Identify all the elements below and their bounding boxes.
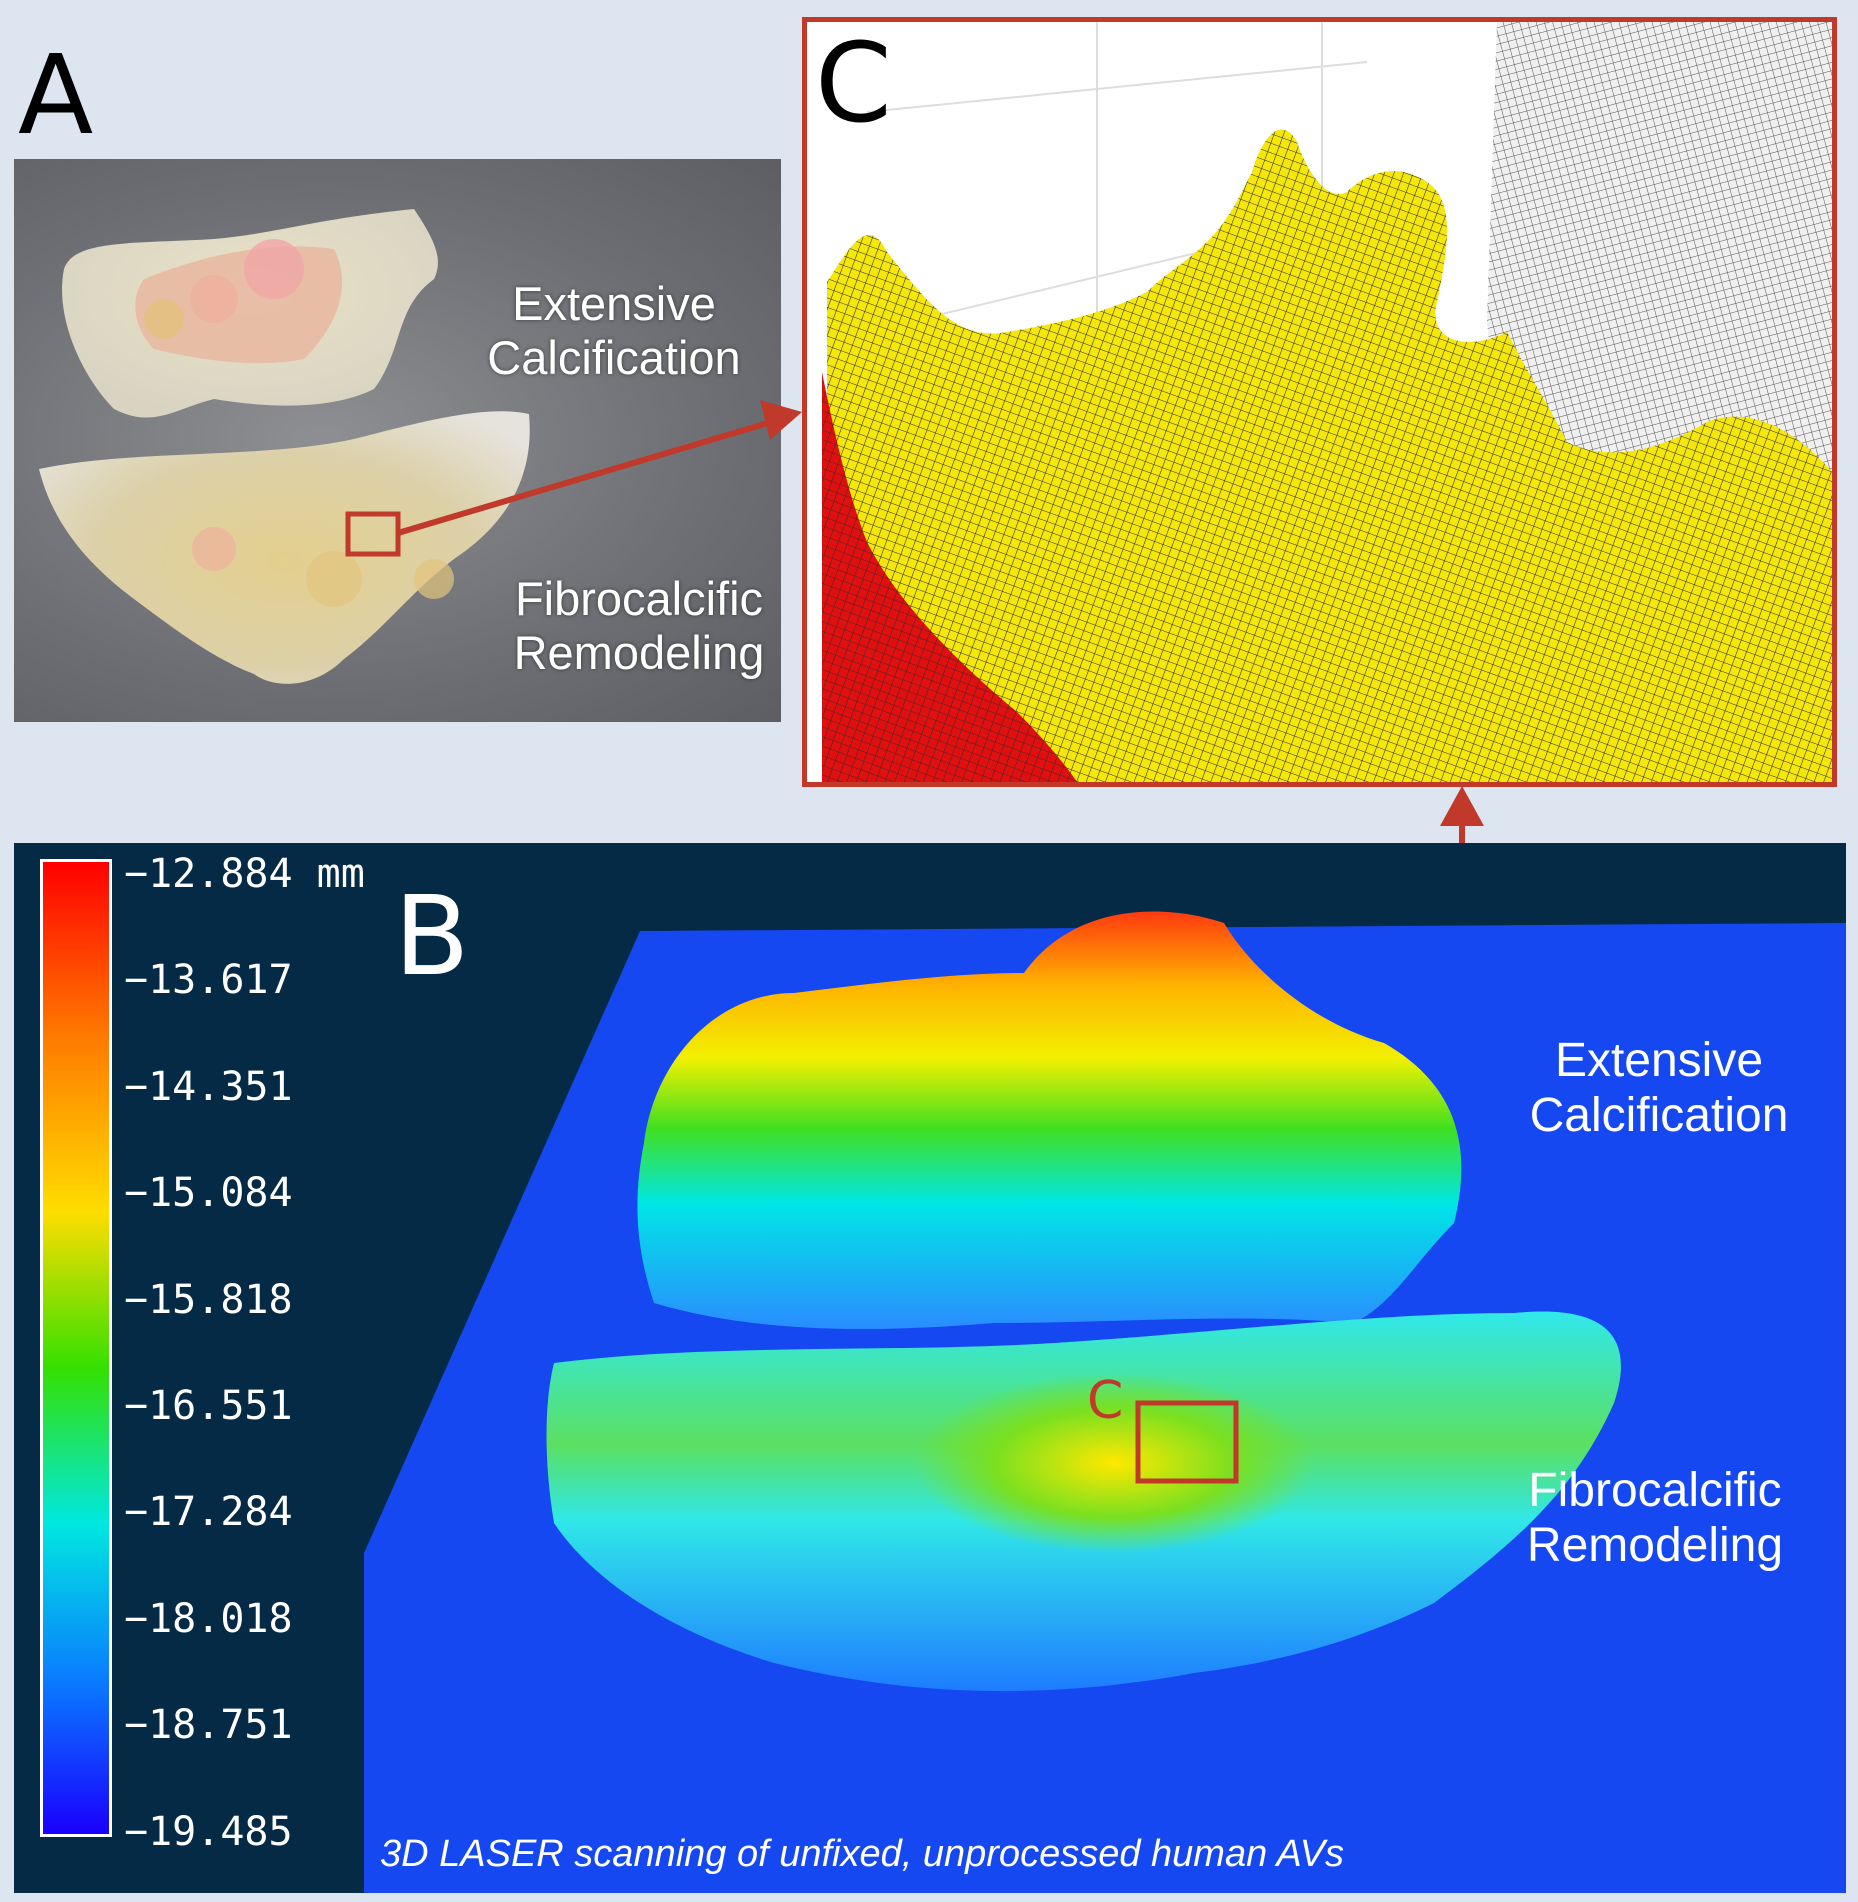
lower-leaflet-peak xyxy=(914,1373,1314,1553)
panel-a-letter: A xyxy=(18,31,94,159)
calcification-nodule xyxy=(144,299,184,339)
calcification-nodule xyxy=(306,551,362,607)
calcification-nodule xyxy=(190,275,238,323)
panel-b-laser-scan: −12.884 mm −13.617 −14.351 −15.084 −15.8… xyxy=(14,843,1846,1893)
colorbar-tick: −13.617 xyxy=(124,957,293,1003)
colorbar-tick: −17.284 xyxy=(124,1489,293,1535)
photo-label-fibrocalcific-remodeling: Fibrocalcific Remodeling xyxy=(484,572,781,680)
label-line: Extensive xyxy=(1554,1034,1764,1087)
label-line: Extensive xyxy=(512,277,716,330)
arrowhead-a-to-c xyxy=(760,400,802,440)
label-line: Calcification xyxy=(1529,1089,1789,1143)
colorbar-tick: −16.551 xyxy=(124,1383,293,1429)
panel-b-letter: B xyxy=(394,872,470,1000)
colorbar-ticks: −12.884 mm −13.617 −14.351 −15.084 −15.8… xyxy=(124,851,384,1855)
scan-label-extensive-calcification: Extensive Calcification xyxy=(1494,1033,1824,1143)
calcification-nodule xyxy=(244,239,304,299)
panel-c-letter: C xyxy=(815,19,892,147)
colorbar-tick: −15.818 xyxy=(124,1277,293,1323)
colorbar-tick: −14.351 xyxy=(124,1064,293,1110)
arrow-a-to-c xyxy=(397,417,779,536)
panel-c-zoom-view xyxy=(802,17,1837,787)
label-line: Fibrocalcific xyxy=(1528,1464,1782,1517)
colorbar-tick: −12.884 mm xyxy=(124,851,365,897)
colorbar-tick: −18.018 xyxy=(124,1596,293,1642)
colorbar-tick: −15.084 xyxy=(124,1170,293,1216)
mesh-surface-illustration xyxy=(822,22,1832,782)
panel-a-photo: Extensive Calcification Fibrocalcific Re… xyxy=(14,159,781,722)
calcification-nodule xyxy=(414,559,454,599)
upper-leaflet-scan xyxy=(637,911,1462,1329)
zoom-region-marker-b xyxy=(1135,1400,1239,1484)
label-line: Remodeling xyxy=(513,626,765,680)
lower-leaflet-shape xyxy=(39,411,530,684)
scan-surface-illustration xyxy=(364,911,1846,1893)
label-line: Fibrocalcific xyxy=(514,572,764,625)
colorbar-tick: −18.751 xyxy=(124,1702,293,1748)
calcification-nodule xyxy=(192,527,236,571)
label-line: Remodeling xyxy=(1526,1519,1784,1573)
zoom-marker-label: C xyxy=(1087,1371,1124,1431)
label-line: Calcification xyxy=(487,331,741,385)
zoom-region-marker-a xyxy=(345,511,401,557)
colorbar-tick: −19.485 xyxy=(124,1809,293,1855)
photo-label-extensive-calcification: Extensive Calcification xyxy=(454,277,774,385)
scan-caption: 3D LASER scanning of unfixed, unprocesse… xyxy=(380,1833,1344,1875)
arrowhead-b-to-c xyxy=(1440,786,1484,826)
colorbar xyxy=(40,859,112,1837)
scan-label-fibrocalcific-remodeling: Fibrocalcific Remodeling xyxy=(1490,1463,1820,1573)
valve-photo-illustration xyxy=(39,209,530,684)
